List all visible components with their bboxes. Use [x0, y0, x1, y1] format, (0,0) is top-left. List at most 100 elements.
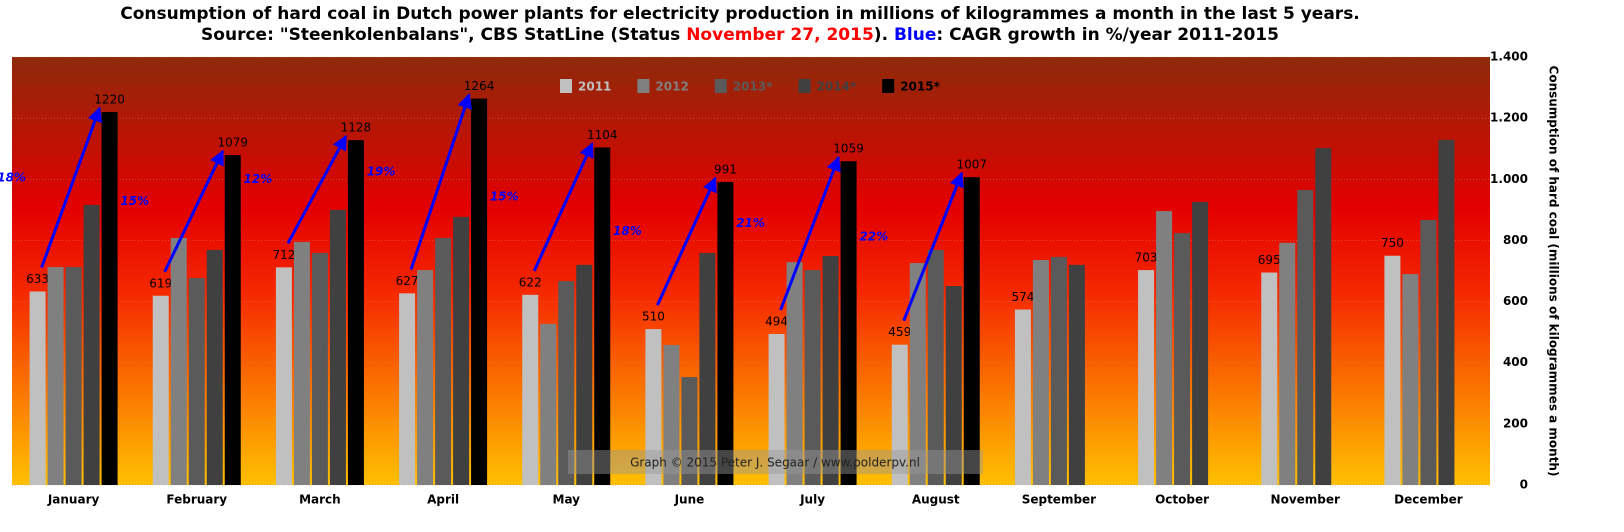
bar [645, 329, 662, 485]
subtitle-part: Source: "Steenkolenbalans", CBS StatLine… [201, 25, 686, 45]
y-tick-label: 1.200 [1490, 111, 1528, 125]
plot-area [12, 57, 1490, 485]
bar [1068, 264, 1085, 485]
cagr-label: 15% [120, 194, 149, 208]
data-label: 695 [1258, 253, 1281, 267]
data-label: 1104 [587, 128, 618, 142]
x-tick-label: June [674, 493, 705, 507]
x-tick-label: August [912, 493, 960, 507]
bar [471, 98, 488, 485]
bar [1315, 148, 1332, 486]
bar [717, 182, 734, 485]
data-label: 633 [26, 272, 49, 286]
data-label: 622 [519, 275, 542, 289]
bar [1402, 274, 1419, 485]
bar [540, 323, 557, 485]
bar [945, 285, 962, 485]
chart-subtitle: Source: "Steenkolenbalans", CBS StatLine… [201, 25, 1279, 45]
data-label: 619 [149, 276, 172, 290]
bar [65, 267, 82, 485]
cagr-arrow [532, 142, 594, 272]
cagr-arrow [40, 106, 103, 268]
bar [1192, 201, 1209, 485]
y-tick-label: 600 [1503, 294, 1528, 308]
data-label: 459 [888, 325, 911, 339]
data-label: 1007 [956, 158, 987, 172]
bar [558, 281, 575, 485]
bar [224, 155, 241, 486]
bar [188, 278, 205, 485]
bar [822, 256, 839, 485]
bar [152, 295, 169, 485]
legend-swatch [637, 79, 650, 93]
x-tick-label: October [1155, 493, 1209, 507]
cagr-arrow [163, 149, 225, 273]
bar [522, 294, 539, 485]
bar [47, 267, 64, 485]
data-label: 1059 [833, 142, 864, 156]
bar [275, 267, 292, 485]
bar [1014, 309, 1031, 485]
bar [576, 264, 593, 485]
subtitle-part: November 27, 2015 [686, 25, 874, 45]
cagr-arrow [779, 155, 841, 311]
bar [1138, 270, 1155, 485]
x-tick-label: January [47, 493, 100, 507]
watermark-bg [568, 450, 983, 474]
cagr-label: 19% [367, 164, 396, 178]
bar [1384, 255, 1401, 485]
data-label: 510 [642, 310, 665, 324]
bar [1297, 189, 1314, 485]
legend-label: 2011 [578, 80, 611, 94]
subtitle-part: Blue [894, 25, 936, 45]
bar [840, 161, 857, 485]
data-label: 1128 [341, 121, 372, 135]
legend-swatch [882, 79, 895, 93]
subtitle-part: : CAGR growth in %/year 2011-2015 [936, 25, 1279, 45]
cagr-arrow [656, 176, 717, 306]
x-tick-label: February [166, 493, 227, 507]
y-tick-label: 1.000 [1490, 172, 1528, 186]
legend-swatch [714, 79, 727, 93]
bar [681, 377, 698, 485]
y-axis-label: Consumption of hard coal (millions of ki… [1547, 66, 1561, 477]
cagr-label: 22% [859, 229, 888, 243]
bar [417, 270, 434, 485]
bar [1438, 139, 1455, 485]
bar [1032, 259, 1049, 485]
data-label: 1264 [464, 79, 495, 93]
subtitle-part: ). [874, 25, 894, 45]
bar [311, 252, 328, 485]
bar [1174, 233, 1191, 485]
cagr-label: 18% [0, 170, 26, 184]
x-tick-label: March [299, 493, 341, 507]
legend-swatch [560, 79, 572, 93]
legend-label: 2013* [733, 80, 773, 94]
y-tick-label: 0 [1520, 478, 1528, 492]
bar [206, 249, 223, 485]
bar [83, 204, 100, 486]
cagr-label: 18% [613, 224, 642, 238]
y-tick-label: 400 [1503, 355, 1528, 369]
bar [1279, 242, 1296, 485]
data-label: 750 [1381, 236, 1404, 250]
data-label: 1079 [217, 136, 248, 150]
bar [293, 241, 310, 485]
data-label: 712 [272, 248, 295, 262]
bar [891, 344, 908, 485]
watermark: Graph © 2015 Peter J. Segaar / www.polde… [630, 456, 920, 470]
bar [435, 237, 452, 485]
legend-label: 2015* [900, 80, 940, 94]
bar [1261, 272, 1278, 485]
bar [768, 333, 785, 485]
x-tick-label: November [1271, 493, 1340, 507]
cagr-label: 15% [490, 190, 519, 204]
data-label: 627 [396, 274, 419, 288]
y-tick-label: 800 [1503, 233, 1528, 247]
bar [347, 140, 364, 485]
cagr-label: 21% [736, 216, 765, 230]
x-tick-label: April [427, 493, 459, 507]
bar [329, 209, 346, 485]
chart-title: Consumption of hard coal in Dutch power … [120, 4, 1360, 24]
y-tick-label: 1.400 [1490, 50, 1528, 64]
